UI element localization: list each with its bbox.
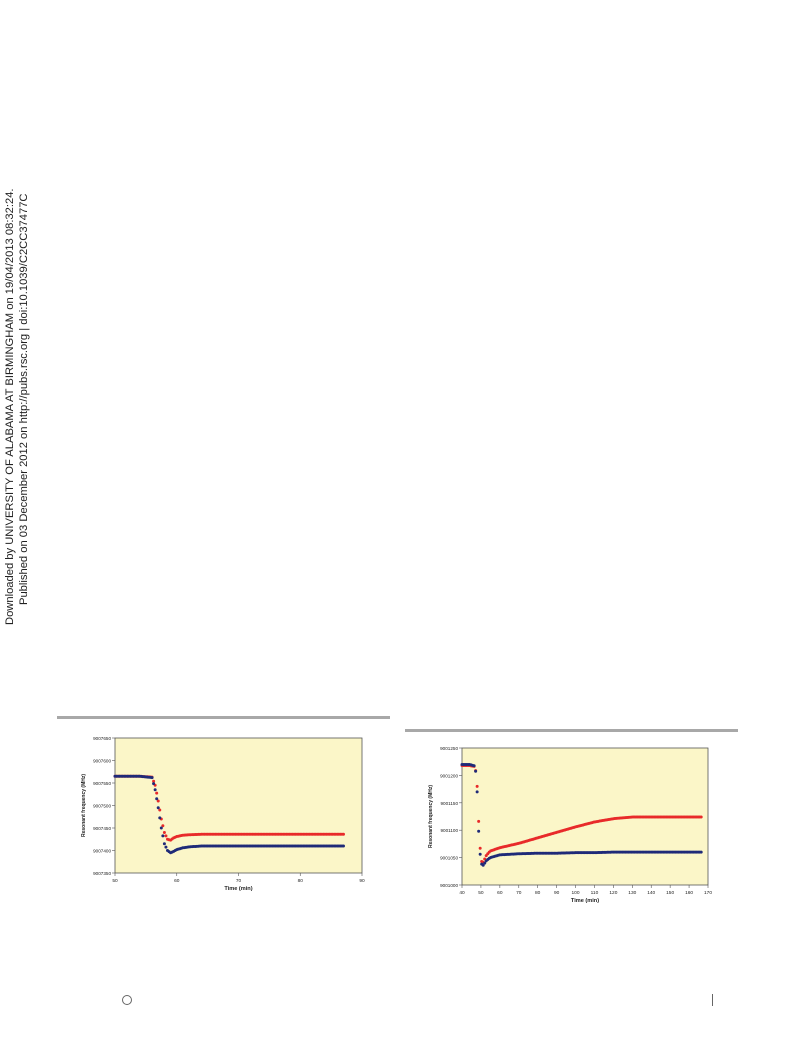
data-point [159, 826, 163, 830]
y-tick-label: 9001200 [440, 773, 458, 778]
data-point [699, 815, 703, 819]
download-notice: Downloaded by UNIVERSITY OF ALABAMA AT B… [4, 188, 30, 625]
y-tick-label: 9007450 [93, 826, 111, 831]
x-tick-label: 120 [609, 890, 617, 896]
x-tick-label: 140 [647, 890, 655, 896]
x-axis-label: Time (min) [571, 898, 599, 904]
y-tick-label: 9007400 [93, 849, 111, 854]
data-point [481, 863, 485, 867]
data-point [152, 782, 156, 786]
y-axis-label: Resonant frequency (MHz) [428, 785, 434, 848]
series-blue [460, 762, 703, 867]
x-tick-label: 40 [459, 890, 465, 896]
data-point [158, 816, 162, 820]
download-notice-line1: Downloaded by UNIVERSITY OF ALABAMA AT B… [4, 188, 16, 625]
data-point [162, 831, 166, 834]
data-point [164, 834, 168, 838]
y-tick-label: 9001100 [440, 828, 458, 833]
data-point [474, 769, 478, 773]
data-point [153, 788, 157, 792]
x-tick-label: 80 [535, 890, 541, 896]
data-point [699, 850, 703, 854]
x-axis-label: Time (min) [224, 886, 252, 892]
y-tick-label: 9001250 [440, 746, 458, 751]
data-point [162, 842, 166, 846]
chart-right-frequency-vs-time: 9001000 9001050 9001100 9001150 9001200 90012… [428, 746, 712, 904]
data-point [161, 824, 165, 828]
data-point [475, 784, 479, 788]
y-tick-label: 9007600 [93, 759, 111, 764]
x-tick-label: 100 [572, 890, 580, 896]
data-point [477, 829, 481, 833]
x-tick-label: 170 [704, 890, 712, 896]
data-point [155, 797, 159, 801]
y-tick-label: 9007550 [93, 781, 111, 786]
data-point [472, 764, 476, 768]
chart-left-frequency-vs-time: 9007350 9007400 9007450 9007500 9007550 90076… [81, 736, 365, 892]
y-axis-label: Resonant frequency (MHz) [81, 774, 87, 837]
data-point [475, 790, 479, 794]
data-point [478, 846, 482, 850]
x-tick-label: 90 [359, 878, 365, 884]
x-tick-label: 60 [497, 890, 503, 896]
x-tick-label: 150 [666, 890, 674, 896]
data-point [156, 799, 160, 803]
x-tick-label: 70 [516, 890, 522, 896]
left-figure-rule [57, 716, 390, 719]
x-tick-label: 130 [628, 890, 636, 896]
x-tick-label: 50 [478, 890, 484, 896]
right-figure-rule [405, 729, 738, 732]
y-tick-label: 9007350 [93, 871, 111, 876]
y-tick-label: 9001150 [440, 801, 458, 806]
x-tick-label: 160 [685, 890, 693, 896]
x-tick-label: 50 [112, 878, 118, 884]
data-point [483, 861, 487, 865]
data-point [341, 844, 345, 848]
x-tick-label: 60 [174, 878, 180, 884]
y-tick-label: 9007500 [93, 804, 111, 809]
y-tick-label: 9001000 [440, 883, 458, 888]
data-point [158, 808, 162, 812]
data-point [152, 779, 156, 783]
x-tick-label: 110 [591, 890, 599, 896]
data-point [478, 852, 482, 856]
plot-area [114, 737, 363, 874]
data-point [161, 834, 165, 838]
data-point [156, 806, 160, 810]
x-tick-label: 90 [554, 890, 560, 896]
data-point [341, 832, 345, 836]
data-point [164, 845, 168, 849]
data-point [150, 776, 154, 780]
download-notice-line2: Published on 03 December 2012 on http://… [18, 193, 30, 605]
x-tick-label: 80 [298, 878, 304, 884]
x-tick-label: 70 [236, 878, 242, 884]
y-tick-label: 9001050 [440, 856, 458, 861]
data-point [155, 791, 159, 795]
series-blue [113, 774, 345, 855]
data-point [477, 819, 481, 823]
page-marker-circle [122, 995, 132, 1005]
page-marker-bar [712, 994, 713, 1006]
y-tick-label: 9007650 [93, 736, 111, 741]
